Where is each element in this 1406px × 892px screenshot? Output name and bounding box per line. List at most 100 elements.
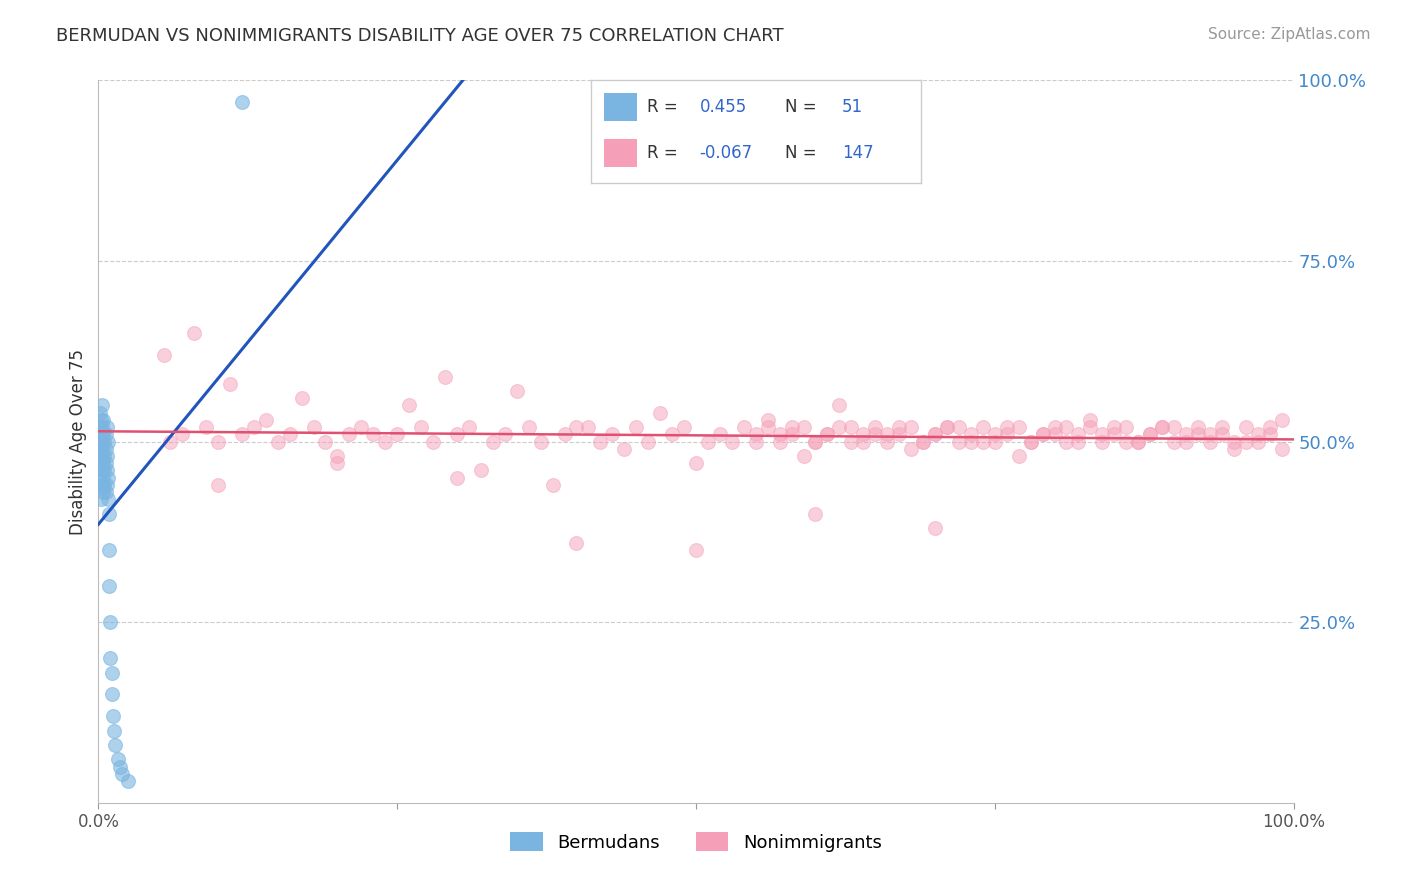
Point: [565, 535, 588, 549]
Point: [1043, 427, 1066, 442]
Point: [541, 478, 564, 492]
Point: [1223, 434, 1246, 449]
Point: [1104, 427, 1126, 442]
Point: [1175, 434, 1198, 449]
Point: [108, 760, 131, 774]
Point: [1187, 427, 1209, 442]
Point: [94, 456, 117, 470]
Point: [972, 434, 994, 449]
Point: [91, 463, 114, 477]
Point: [1067, 434, 1090, 449]
Point: [780, 420, 803, 434]
Point: [972, 420, 994, 434]
Point: [103, 723, 125, 738]
Point: [924, 521, 946, 535]
Point: [793, 420, 815, 434]
Text: R =: R =: [647, 98, 678, 116]
Point: [756, 420, 779, 434]
Point: [91, 398, 114, 412]
Point: [470, 463, 492, 477]
Point: [554, 427, 576, 442]
Point: [1139, 427, 1161, 442]
Point: [104, 738, 127, 752]
Point: [924, 427, 946, 442]
Point: [648, 406, 672, 420]
Point: [90, 413, 112, 427]
Point: [1271, 413, 1294, 427]
Point: [828, 420, 851, 434]
Point: [183, 326, 205, 340]
Point: [733, 420, 755, 434]
Point: [434, 369, 457, 384]
Point: [1199, 434, 1222, 449]
Text: -0.067: -0.067: [700, 145, 752, 162]
Point: [1247, 427, 1270, 442]
Point: [243, 420, 266, 434]
Point: [91, 478, 114, 492]
Point: [1152, 420, 1174, 434]
Point: [1187, 420, 1209, 434]
Point: [494, 427, 516, 442]
Point: [315, 434, 337, 449]
Point: [446, 427, 468, 442]
Point: [91, 456, 114, 470]
Point: [446, 470, 468, 484]
Point: [793, 449, 815, 463]
Point: [481, 434, 505, 449]
Point: [756, 413, 779, 427]
Point: [1067, 427, 1090, 442]
Point: [626, 420, 648, 434]
Point: [828, 398, 851, 412]
Point: [1080, 420, 1102, 434]
Point: [745, 434, 768, 449]
Point: [1234, 434, 1257, 449]
Text: BERMUDAN VS NONIMMIGRANTS DISABILITY AGE OVER 75 CORRELATION CHART: BERMUDAN VS NONIMMIGRANTS DISABILITY AGE…: [56, 27, 785, 45]
Point: [1019, 434, 1042, 449]
Point: [100, 665, 122, 680]
Point: [685, 542, 707, 557]
Point: [1008, 420, 1031, 434]
Point: [89, 406, 111, 420]
Point: [1008, 449, 1031, 463]
Point: [1080, 413, 1102, 427]
Point: [159, 434, 181, 449]
Point: [207, 478, 229, 492]
Point: [90, 427, 112, 442]
Point: [219, 376, 242, 391]
Point: [1258, 427, 1281, 442]
Point: [91, 485, 114, 500]
Point: [960, 427, 983, 442]
Point: [117, 774, 139, 789]
Point: [924, 427, 946, 442]
Point: [602, 427, 624, 442]
Text: R =: R =: [647, 145, 678, 162]
Point: [841, 420, 863, 434]
Point: [804, 434, 827, 449]
Point: [841, 434, 863, 449]
Point: [1247, 434, 1270, 449]
Point: [948, 420, 970, 434]
Point: [745, 427, 768, 442]
Point: [1211, 420, 1233, 434]
Point: [1032, 427, 1054, 442]
Point: [90, 456, 112, 470]
Point: [661, 427, 683, 442]
Point: [768, 427, 790, 442]
Point: [1091, 427, 1114, 442]
Point: [911, 434, 934, 449]
Point: [1104, 420, 1126, 434]
Text: 51: 51: [842, 98, 863, 116]
Point: [96, 449, 118, 463]
Point: [153, 348, 176, 362]
Text: 0.455: 0.455: [700, 98, 747, 116]
Point: [374, 434, 396, 449]
Point: [398, 398, 420, 412]
Point: [865, 427, 887, 442]
Point: [89, 434, 111, 449]
Point: [613, 442, 636, 456]
Point: [231, 427, 253, 442]
Point: [267, 434, 290, 449]
Point: [530, 434, 553, 449]
Point: [97, 470, 120, 484]
Point: [91, 427, 114, 442]
